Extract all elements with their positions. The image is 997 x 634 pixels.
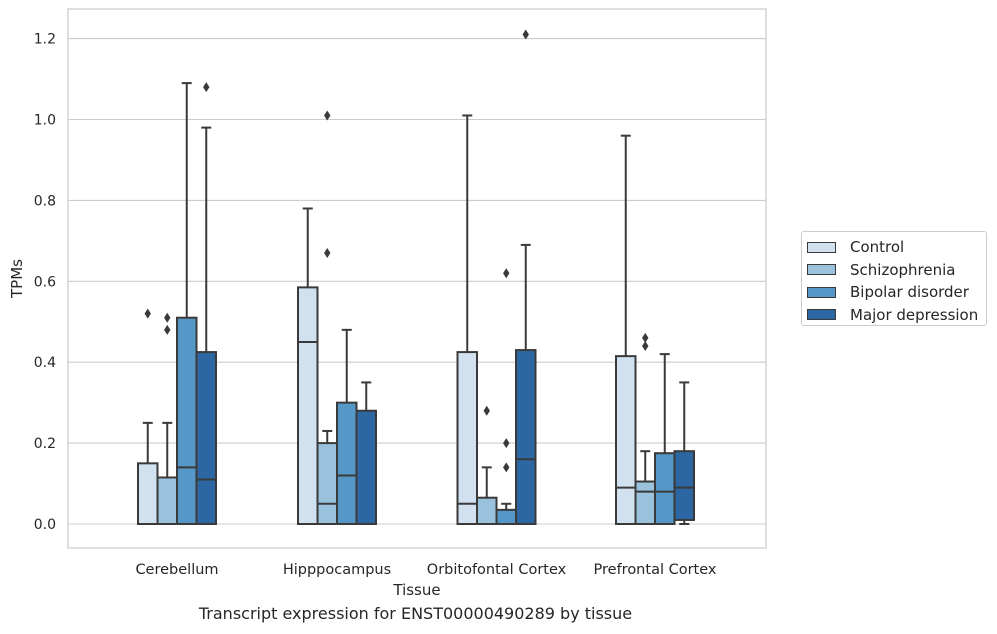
legend-label-major-depression: Major depression — [850, 306, 978, 324]
legend-item-schizophrenia: Schizophrenia — [802, 259, 986, 282]
y-tick-label: 1.0 — [34, 113, 56, 129]
y-tick-label: 0.6 — [34, 274, 56, 290]
x-tick-label: Prefrontal Cortex — [594, 562, 717, 578]
x-tick-label: Cerebellum — [135, 562, 218, 578]
iqr-box — [516, 350, 536, 524]
iqr-box — [177, 318, 197, 524]
legend-label-control: Control — [850, 238, 904, 256]
legend-swatch-control — [807, 242, 836, 253]
legend-item-bipolar-disorder: Bipolar disorder — [802, 281, 986, 304]
y-tick-label: 1.2 — [34, 32, 56, 48]
legend-swatch-bipolar-disorder — [807, 287, 836, 298]
iqr-box — [337, 403, 357, 524]
iqr-box — [318, 443, 338, 524]
iqr-box — [616, 356, 636, 524]
x-tick-label: Orbitofontal Cortex — [427, 562, 567, 578]
iqr-box — [497, 510, 517, 524]
iqr-box — [458, 352, 478, 524]
legend-label-schizophrenia: Schizophrenia — [850, 261, 955, 279]
iqr-box — [298, 287, 318, 524]
legend: Control Schizophrenia Bipolar disorder M… — [801, 231, 987, 326]
legend-label-bipolar-disorder: Bipolar disorder — [850, 283, 969, 301]
legend-swatch-major-depression — [807, 309, 836, 320]
x-tick-label: Hipppocampus — [283, 562, 391, 578]
iqr-box — [357, 411, 377, 524]
iqr-box — [675, 451, 695, 520]
y-axis-label: TPMs — [8, 259, 26, 299]
iqr-box — [655, 453, 675, 524]
x-axis-label: Tissue — [392, 581, 440, 599]
figure-caption: Transcript expression for ENST0000049028… — [0, 604, 831, 623]
iqr-box — [636, 482, 656, 524]
y-tick-label: 0.8 — [34, 193, 56, 209]
legend-item-major-depression: Major depression — [802, 304, 986, 327]
y-tick-labels: 0.0 0.2 0.4 0.6 0.8 1.0 1.2 — [34, 32, 56, 533]
iqr-box — [477, 498, 497, 524]
legend-swatch-schizophrenia — [807, 264, 836, 275]
x-tick-labels: Cerebellum Hipppocampus Orbitofontal Corte… — [135, 562, 716, 578]
iqr-box — [197, 352, 217, 524]
y-tick-label: 0.2 — [34, 436, 56, 452]
y-tick-label: 0.0 — [34, 517, 56, 533]
iqr-box — [158, 477, 178, 524]
y-tick-label: 0.4 — [34, 355, 56, 371]
legend-item-control: Control — [802, 236, 986, 259]
iqr-box — [138, 463, 158, 524]
